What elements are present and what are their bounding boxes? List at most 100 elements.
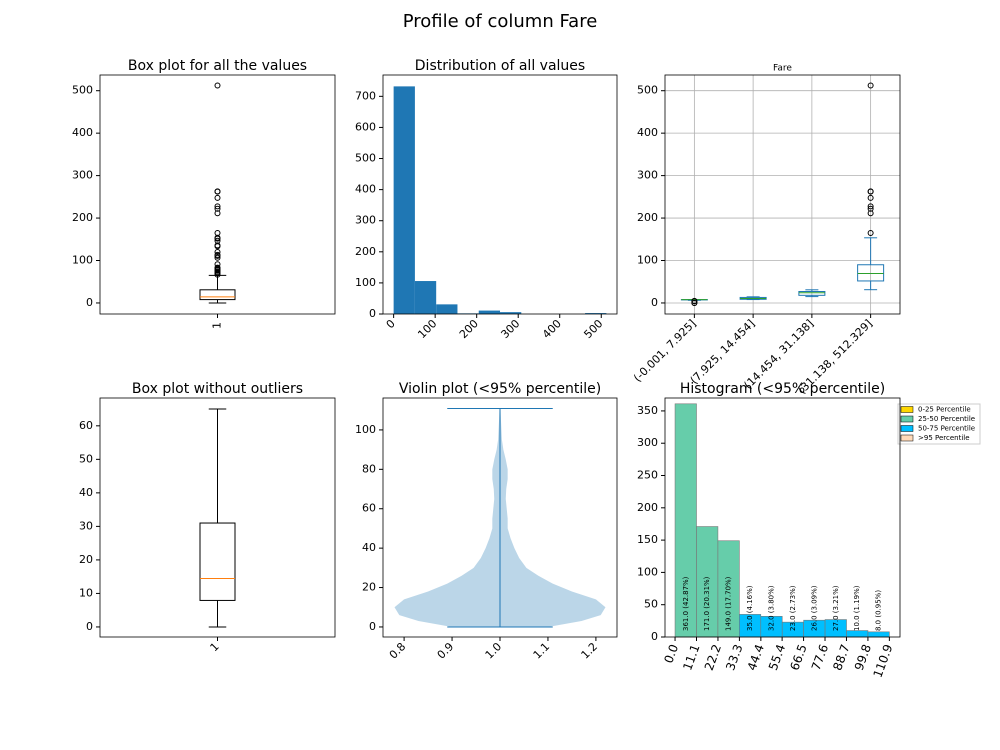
legend-label: 0-25 Percentile [918,406,971,414]
x-tick-label: 100 [415,317,439,341]
outlier [214,82,221,89]
outlier [214,271,221,278]
y-tick-label: 500 [72,84,93,97]
y-tick-label: 100 [355,423,376,436]
y-tick-label: 100 [637,254,658,267]
outlier [214,243,221,250]
x-tick-label: 11.1 [680,642,702,672]
chart-title: Box plot without outliers [132,381,303,397]
outlier [214,235,221,242]
figure-title: Profile of column Fare [403,11,598,32]
y-tick-label: 80 [362,462,376,475]
y-tick-label: 350 [637,404,658,417]
data-label: 361.0 (42.87%) [682,576,690,631]
x-tick-label: 0.8 [387,640,409,662]
x-tick-label: 1.2 [579,640,601,662]
legend-label: 50-75 Percentile [918,425,975,433]
y-tick-label: 40 [79,486,93,499]
x-tick-label: 33.3 [723,642,745,672]
axes-frame [99,397,336,638]
box [199,522,236,601]
axes-frame [664,397,901,638]
outlier [691,299,698,306]
data-label: 32.0 (3.80%) [767,585,775,631]
y-tick-label: 200 [637,211,658,224]
axes-frame [99,74,336,315]
legend-label: 25-50 Percentile [918,415,975,423]
chart-title: Fare [773,64,792,74]
x-tick-label: 66.5 [787,642,809,672]
y-tick-label: 10 [79,586,93,599]
x-tick-label: 1 [208,640,222,654]
y-tick-label: 100 [637,565,658,578]
outlier [867,203,874,210]
outlier [867,210,874,217]
y-tick-label: 60 [362,502,376,515]
y-tick-label: 300 [637,169,658,182]
x-tick-label: 500 [581,317,605,341]
y-tick-label: 200 [637,501,658,514]
chart-title: Distribution of all values [415,58,585,74]
y-tick-label: 0 [86,296,93,309]
y-tick-label: 20 [79,553,93,566]
y-tick-label: 150 [637,533,658,546]
x-tick-label: 99.8 [852,642,874,672]
outlier [214,188,221,195]
outlier [867,229,874,236]
data-label: 8.0 (0.95%) [875,590,883,631]
y-tick-label: 40 [362,541,376,554]
data-label: 26.0 (3.09%) [810,585,818,631]
x-tick-label: (-0.001, 7.925] [631,317,699,385]
bar [585,313,607,314]
legend-swatch [900,406,914,413]
data-label: 27.0 (3.21%) [832,585,840,631]
bar [436,304,458,314]
data-label: 171.0 (20.31%) [703,576,711,631]
outlier [691,297,698,304]
outlier [214,252,221,259]
data-label: 149.0 (17.70%) [725,576,733,631]
y-tick-label: 400 [72,126,93,139]
outlier [214,210,221,217]
y-tick-label: 200 [355,245,376,258]
data-label: 10.0 (1.19%) [853,585,861,631]
outlier [867,194,874,201]
outlier [214,194,221,201]
y-tick-label: 200 [72,211,93,224]
x-tick-label: 200 [457,317,481,341]
outlier [214,205,221,212]
box [199,289,236,301]
bar [478,310,501,314]
axes-frame [382,74,618,315]
x-tick-label: 77.6 [809,642,831,672]
outlier [867,205,874,212]
axes-frame [382,397,618,638]
y-tick-label: 30 [79,519,93,532]
y-tick-label: 300 [355,214,376,227]
x-tick-label: 300 [498,317,522,341]
outlier [214,254,221,261]
legend-swatch [900,425,914,432]
x-tick-label: 110.9 [871,642,896,679]
outlier [867,188,874,195]
x-tick-label: 400 [540,317,564,341]
bar [414,281,437,314]
y-tick-label: 0 [369,620,376,633]
x-tick-label: 55.4 [766,642,788,672]
bar [867,631,890,638]
y-tick-label: 0 [651,630,658,643]
y-tick-label: 300 [72,169,93,182]
legend-swatch [900,415,914,423]
y-tick-label: 60 [79,419,93,432]
legend-swatch [900,434,914,442]
x-tick-label: 88.7 [830,642,852,672]
y-tick-label: 500 [637,84,658,97]
y-tick-label: 400 [355,183,376,196]
y-tick-label: 600 [355,120,376,133]
data-label: 35.0 (4.16%) [746,585,754,631]
y-tick-label: 100 [355,276,376,289]
axes-frame [664,74,901,315]
outlier [214,203,221,210]
bar [500,312,522,314]
